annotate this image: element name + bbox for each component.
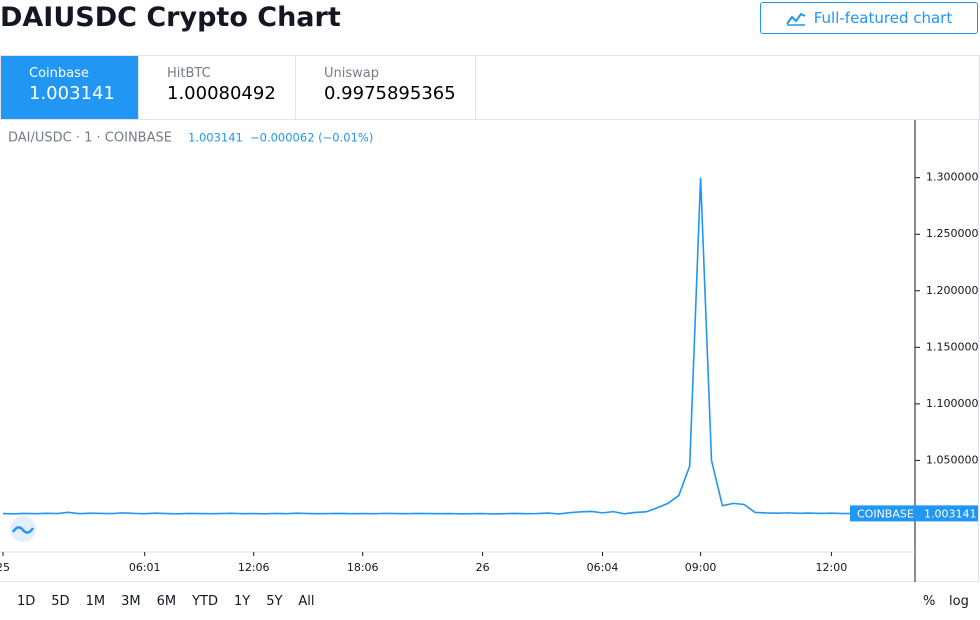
x-tick-label: 12:00 [816,561,848,574]
price-tag-value: 1.003141 [924,507,977,520]
tab-name: Uniswap [324,66,379,81]
chart-legend: DAI/USDC · 1 · COINBASE [8,131,172,146]
chart-panel: DAI/USDC · 1 · COINBASE 1.003141 −0.0000… [0,119,979,582]
y-tick-label: 1.200000 [926,284,978,297]
range-button[interactable]: 1D [17,593,36,609]
tab[interactable]: Uniswap 0.9975895365 [296,56,476,120]
range-button[interactable]: 6M [156,593,177,609]
range-button[interactable]: 1M [85,593,106,609]
x-tick-label: 06:01 [129,561,161,574]
range-button[interactable]: YTD [192,593,218,609]
x-tick-label: 06:04 [587,561,619,574]
y-tick-label: 1.250000 [926,227,978,240]
y-tick-label: 1.300000 [926,171,978,184]
percent-toggle[interactable]: % [923,594,936,609]
legend-price: 1.003141 [188,131,243,145]
y-tick-label: 1.100000 [926,397,978,410]
logo [10,516,36,542]
toolbar: 1D 5D 1M 3M 6M YTD 1Y 5Y All % log [0,582,980,620]
range-button[interactable]: 5Y [266,593,283,609]
x-tick-label: 09:00 [685,561,717,574]
x-tick-label: 25 [0,561,10,574]
legend-change: −0.000062 (−0.01%) [250,131,373,145]
y-tick-label: 1.150000 [926,340,978,353]
range-button[interactable]: All [298,593,315,609]
log-toggle[interactable]: log [949,594,969,609]
x-tick-label: 12:06 [238,561,270,574]
x-tick-label: 18:06 [347,561,379,574]
price-tag-name: COINBASE [857,507,914,520]
exchange-tabs: Coinbase 1.003141 HitBTC 1.00080492 Uniswa… [0,55,980,120]
page-title: DAIUSDC Crypto Chart [0,2,341,33]
y-tick-label: 1.050000 [926,453,978,466]
x-tick-label: 26 [476,561,490,574]
range-button[interactable]: 1Y [233,593,251,609]
full-chart-button[interactable]: Full-featured chart [760,2,978,34]
button-label: Full-featured chart [813,9,953,27]
tab-price: 0.9975895365 [324,83,456,104]
range-button[interactable]: 5D [51,593,70,609]
tab-name: Coinbase [29,66,89,81]
chart: DAI/USDC · 1 · COINBASE 1.003141 −0.0000… [0,120,979,582]
range-button[interactable]: 3M [121,593,141,609]
chart-icon [785,12,806,26]
range-group: 1D 5D 1M 3M 6M YTD 1Y 5Y All [0,594,323,609]
tab-price: 1.003141 [29,83,115,104]
tab[interactable]: HitBTC 1.00080492 [139,56,296,120]
tab[interactable]: Coinbase 1.003141 [1,56,139,120]
tab-name: HitBTC [167,66,211,81]
price-line [2,177,854,515]
price-tag-bg [850,505,978,522]
tab-price: 1.00080492 [167,83,276,104]
